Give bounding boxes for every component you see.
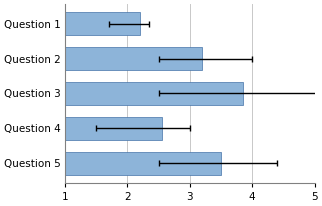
Bar bbox=[65, 47, 202, 70]
Bar bbox=[65, 117, 162, 140]
Bar bbox=[65, 12, 140, 35]
Bar bbox=[65, 152, 221, 175]
Bar bbox=[65, 82, 243, 105]
